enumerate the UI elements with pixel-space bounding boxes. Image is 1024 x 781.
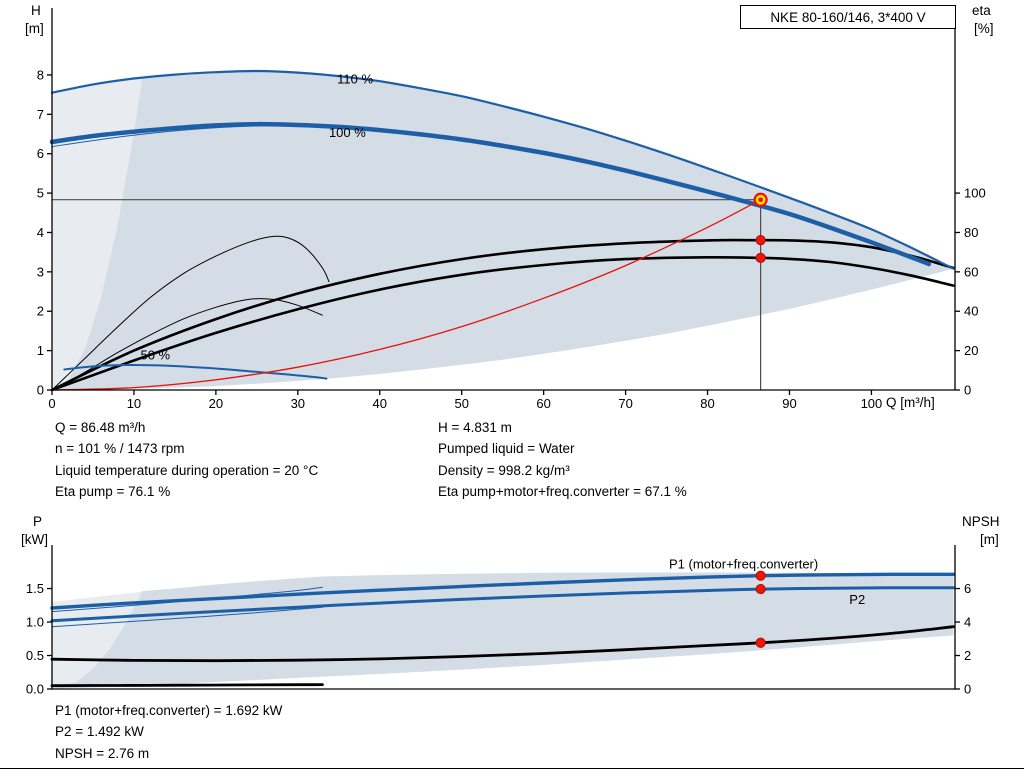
p2-curve-thin bbox=[51, 606, 323, 628]
eta-pump-text: Eta pump = 76.1 % bbox=[55, 484, 171, 500]
p2-point bbox=[755, 583, 766, 595]
eta-pump-curve-lowspeed bbox=[51, 235, 330, 391]
pump-type-box: NKE 80-160/146, 3*400 V bbox=[740, 5, 956, 29]
svg-text:6: 6 bbox=[964, 581, 971, 596]
power-envelope bbox=[52, 572, 954, 689]
duty-speed-text: n = 101 % / 1473 rpm bbox=[55, 441, 185, 457]
power-npsh-chart-canvas[interactable]: 0.0 0.5 1.0 1.5 0 2 4 6 P1 (motor+freq.converter… bbox=[0, 505, 1024, 700]
liquid-temperature-text: Liquid temperature during operation = 20… bbox=[55, 462, 319, 478]
eta-axis-unit: [%] bbox=[974, 21, 994, 36]
h-axis-name: H bbox=[31, 3, 41, 18]
svg-text:20: 20 bbox=[209, 396, 223, 411]
svg-text:30: 30 bbox=[291, 396, 305, 411]
svg-text:4: 4 bbox=[37, 225, 44, 240]
svg-text:100: 100 bbox=[861, 396, 883, 411]
q-axis-label: Q [m³/h] bbox=[886, 395, 935, 410]
pump-curve-110 bbox=[50, 69, 955, 270]
label-110-percent: 110 % bbox=[337, 72, 373, 87]
svg-text:1.0: 1.0 bbox=[26, 615, 44, 630]
npsh-point bbox=[755, 637, 766, 648]
system-curve bbox=[51, 199, 762, 391]
svg-text:0: 0 bbox=[964, 682, 971, 697]
p2-text: P2 = 1.492 kW bbox=[55, 724, 144, 740]
p1-curve bbox=[50, 572, 956, 610]
svg-text:0.5: 0.5 bbox=[26, 648, 44, 663]
svg-text:100: 100 bbox=[964, 186, 986, 201]
svg-text:0.0: 0.0 bbox=[26, 682, 44, 697]
npsh-curve bbox=[50, 625, 955, 663]
svg-text:5: 5 bbox=[37, 186, 44, 201]
svg-text:40: 40 bbox=[964, 304, 978, 319]
svg-text:6: 6 bbox=[37, 146, 44, 161]
npsh-text: NPSH = 2.76 m bbox=[55, 745, 150, 761]
eta-pump-curve bbox=[50, 238, 955, 392]
p2-min-speed-curve bbox=[50, 683, 324, 688]
density-text: Density = 998.2 kg/m³ bbox=[438, 462, 570, 478]
p-axis-name: P bbox=[33, 514, 43, 529]
svg-text:20: 20 bbox=[964, 343, 978, 358]
pump-curve-100 bbox=[49, 121, 932, 267]
eta-total-point bbox=[755, 252, 766, 263]
duty-flow-text: Q = 86.48 m³/h bbox=[55, 420, 146, 435]
duty-head-text: H = 4.831 m bbox=[438, 420, 512, 435]
svg-text:0: 0 bbox=[37, 383, 44, 398]
eta-total-curve-lowspeed bbox=[51, 298, 323, 391]
svg-text:1: 1 bbox=[37, 343, 44, 358]
svg-text:2: 2 bbox=[37, 304, 44, 319]
duty-info-right-column: H = 4.831 m Pumped liquid = Water Densit… bbox=[438, 417, 687, 503]
label-100-percent: 100 % bbox=[329, 125, 366, 140]
svg-text:50: 50 bbox=[454, 396, 468, 411]
eta-axis-name: eta bbox=[972, 3, 991, 18]
svg-text:2: 2 bbox=[964, 648, 971, 663]
svg-text:10: 10 bbox=[127, 396, 141, 411]
operating-envelope bbox=[52, 71, 954, 390]
svg-text:1.5: 1.5 bbox=[26, 581, 44, 596]
h-axis-unit: [m] bbox=[25, 21, 44, 36]
svg-text:40: 40 bbox=[373, 396, 387, 411]
svg-text:4: 4 bbox=[964, 615, 971, 630]
svg-text:60: 60 bbox=[964, 264, 978, 279]
p1-point bbox=[755, 570, 766, 581]
pump-type-label: NKE 80-160/146, 3*400 V bbox=[770, 9, 926, 25]
svg-bottom-axes bbox=[47, 545, 960, 690]
label-p2: P2 bbox=[849, 592, 865, 607]
npsh-axis-unit: [m] bbox=[980, 532, 999, 547]
label-50-percent: 50 % bbox=[140, 347, 170, 362]
svg-text:90: 90 bbox=[782, 396, 796, 411]
svg-text:70: 70 bbox=[618, 396, 632, 411]
duty-info-left-column: Q = 86.48 m³/h n = 101 % / 1473 rpm Liqu… bbox=[55, 417, 318, 503]
p-axis-unit: [kW] bbox=[21, 532, 48, 547]
duty-point-center bbox=[758, 197, 763, 203]
eta-pump-point bbox=[755, 235, 766, 246]
svg-text:3: 3 bbox=[37, 264, 44, 279]
p2-curve bbox=[50, 586, 955, 623]
p1-text: P1 (motor+freq.converter) = 1.692 kW bbox=[55, 703, 283, 718]
eta-total-curve bbox=[50, 255, 955, 392]
svg-text:7: 7 bbox=[37, 107, 44, 122]
svg-text:80: 80 bbox=[964, 225, 978, 240]
svg-bottom-tick-labels: 0.0 0.5 1.0 1.5 0 2 4 6 bbox=[26, 581, 971, 696]
svg-text:80: 80 bbox=[700, 396, 714, 411]
pump-curve-min-speed bbox=[63, 363, 328, 380]
pumped-liquid-text: Pumped liquid = Water bbox=[438, 441, 575, 457]
operating-envelope-extension bbox=[52, 78, 143, 390]
power-info-column: P1 (motor+freq.converter) = 1.692 kW P2 … bbox=[55, 700, 282, 764]
npsh-axis-name: NPSH bbox=[962, 514, 1000, 529]
svg-text:8: 8 bbox=[37, 67, 44, 82]
label-p1: P1 (motor+freq.converter) bbox=[669, 556, 818, 571]
eta-total-text: Eta pump+motor+freq.converter = 67.1 % bbox=[438, 484, 687, 500]
svg-text:0: 0 bbox=[964, 383, 971, 398]
svg-text:60: 60 bbox=[536, 396, 550, 411]
svg-top-axes bbox=[47, 8, 960, 395]
footer-divider bbox=[0, 768, 1024, 769]
svg-text:0: 0 bbox=[48, 396, 55, 411]
